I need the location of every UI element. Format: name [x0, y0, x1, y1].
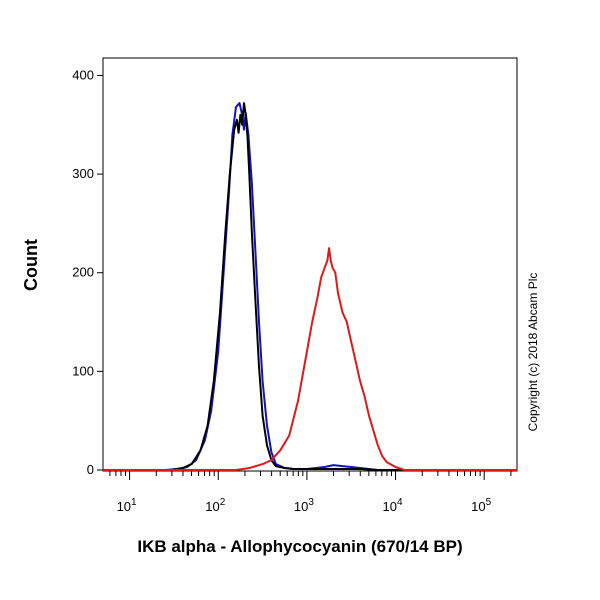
y-tick-label-300: 300: [72, 166, 94, 181]
series-red-line: [103, 247, 517, 471]
x-axis-title: IKB alpha - Allophycocyanin (670/14 BP): [137, 537, 462, 556]
x-tick-label-1e4: 104: [383, 497, 403, 514]
x-tick-label-1e2: 102: [205, 497, 225, 514]
copyright-text: Copyright (c) 2018 Abcam Plc: [526, 273, 540, 432]
series-lines: [103, 102, 517, 471]
y-tick-label-0: 0: [87, 462, 94, 477]
x-tick-label-1e1: 101: [117, 497, 137, 514]
plot-frame: [102, 57, 518, 472]
series-blue-line: [103, 102, 517, 471]
y-tick-label-100: 100: [72, 363, 94, 378]
x-tick-label-1e5: 105: [471, 497, 491, 514]
x-tick-label-1e3: 103: [294, 497, 314, 514]
y-tick-label-400: 400: [72, 67, 94, 82]
y-tick-label-200: 200: [72, 265, 94, 280]
y-axis-title: Count: [21, 239, 41, 291]
x-axis: 101 102 103 104 105: [109, 471, 512, 514]
y-axis: 0 100 200 300 400: [72, 67, 103, 477]
series-black-line: [103, 102, 517, 471]
